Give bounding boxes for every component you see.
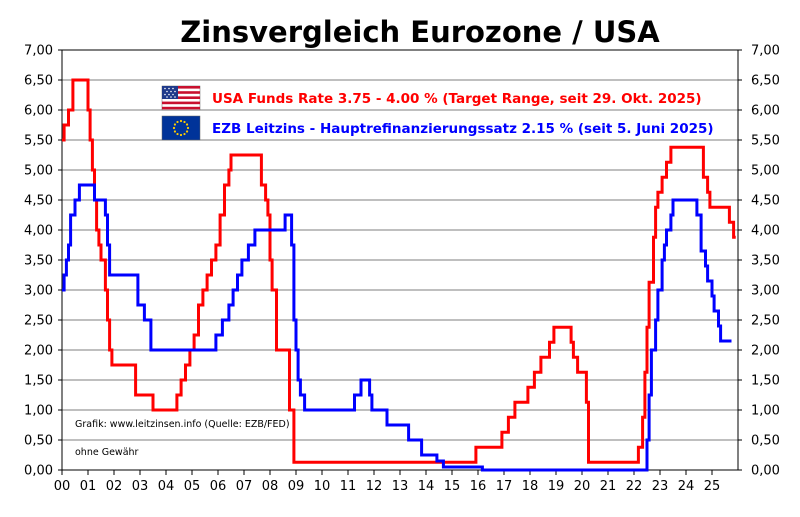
- y-tick-label-right: 3,50: [751, 254, 780, 269]
- x-tick-label: 21: [600, 479, 617, 494]
- y-tick-label-left: 3,00: [24, 284, 53, 299]
- y-tick-label-right: 0,00: [751, 464, 780, 479]
- x-tick-label: 24: [678, 479, 695, 494]
- y-tick-label-right: 6,50: [751, 74, 780, 89]
- x-tick-label: 02: [106, 479, 123, 494]
- eu-star: [183, 132, 186, 136]
- y-tick-label-left: 5,50: [24, 134, 53, 149]
- x-tick-label: 17: [496, 479, 513, 494]
- eu-star: [183, 120, 186, 124]
- x-tick-label: 23: [652, 479, 669, 494]
- y-tick-label-right: 1,00: [751, 404, 780, 419]
- x-tick-label: 20: [574, 479, 591, 494]
- chart-title: Zinsvergleich Eurozone / USA: [180, 15, 660, 49]
- y-tick-label-right: 0,50: [751, 434, 780, 449]
- eu-flag-icon: [161, 115, 201, 141]
- x-tick-label: 06: [210, 479, 227, 494]
- legend-label-usa: USA Funds Rate 3.75 - 4.00 % (Target Ran…: [212, 91, 702, 107]
- y-tick-label-right: 2,00: [751, 344, 780, 359]
- x-tick-label: 18: [522, 479, 539, 494]
- y-tick-label-right: 5,50: [751, 134, 780, 149]
- x-tick-label: 05: [184, 479, 201, 494]
- x-tick-label: 11: [340, 479, 357, 494]
- disclaimer-note: ohne Gewähr: [75, 447, 139, 458]
- x-tick-label: 22: [626, 479, 643, 494]
- x-tick-label: 03: [132, 479, 149, 494]
- legend: USA Funds Rate 3.75 - 4.00 % (Target Ran…: [161, 85, 714, 141]
- x-tick-label: 13: [392, 479, 409, 494]
- y-tick-label-left: 3,50: [24, 254, 53, 269]
- y-tick-label-left: 2,00: [24, 344, 53, 359]
- x-tick-label: 10: [314, 479, 331, 494]
- y-axis-right: 0,00 0,50 1,00 1,50 2,00 2,50 3,00 3,50 4,00 4,50…: [738, 44, 780, 479]
- eu-star: [172, 126, 176, 130]
- y-tick-label-right: 4,50: [751, 194, 780, 209]
- x-tick-label: 14: [418, 479, 435, 494]
- y-tick-label-right: 3,00: [751, 284, 780, 299]
- x-tick-label: 25: [704, 479, 721, 494]
- eu-star: [173, 123, 177, 126]
- x-tick-label: 04: [158, 479, 175, 494]
- y-tick-label-left: 1,50: [24, 374, 53, 389]
- y-tick-label-left: 6,50: [24, 74, 53, 89]
- x-tick-label: 01: [80, 479, 97, 494]
- y-tick-label-left: 5,00: [24, 164, 53, 179]
- x-tick-label: 15: [444, 479, 461, 494]
- y-axis-left: 0,00 0,50 1,00 1,50 2,00 2,50 3,00 3,50 4,00 4,50…: [24, 44, 62, 479]
- source-note: Grafik: www.leitzinsen.info (Quelle: EZB…: [75, 419, 290, 430]
- eu-star: [185, 123, 189, 126]
- y-tick-label-right: 5,00: [751, 164, 780, 179]
- x-tick-label: 12: [366, 479, 383, 494]
- legend-label-ezb: EZB Leitzins - Hauptrefinanzierungssatz …: [212, 121, 714, 137]
- x-tick-label: 09: [288, 479, 305, 494]
- y-tick-label-left: 4,50: [24, 194, 53, 209]
- y-tick-label-right: 1,50: [751, 374, 780, 389]
- y-tick-label-right: 7,00: [751, 44, 780, 59]
- eu-star: [179, 133, 183, 137]
- eu-star: [179, 119, 183, 123]
- series-line-usa-funds-rate: [62, 78, 736, 464]
- y-tick-label-left: 6,00: [24, 104, 53, 119]
- y-tick-label-left: 1,00: [24, 404, 53, 419]
- eu-star: [186, 126, 190, 130]
- y-tick-label-left: 0,00: [24, 464, 53, 479]
- eu-star: [173, 130, 177, 133]
- x-tick-label: 16: [470, 479, 487, 494]
- y-tick-label-left: 0,50: [24, 434, 53, 449]
- y-tick-label-left: 2,50: [24, 314, 53, 329]
- y-tick-label-right: 4,00: [751, 224, 780, 239]
- eu-star: [185, 130, 189, 133]
- y-tick-label-left: 7,00: [24, 44, 53, 59]
- x-tick-label: 00: [54, 479, 71, 494]
- eu-star: [176, 132, 179, 136]
- legend-item-usa: USA Funds Rate 3.75 - 4.00 % (Target Ran…: [161, 85, 702, 111]
- x-tick-label: 19: [548, 479, 565, 494]
- x-tick-label: 07: [236, 479, 253, 494]
- x-tick-label: 08: [262, 479, 279, 494]
- series-line-ezb-leitzins: [62, 183, 732, 472]
- usa-flag-icon: [161, 85, 201, 111]
- eu-star: [176, 120, 179, 124]
- legend-item-ezb: EZB Leitzins - Hauptrefinanzierungssatz …: [161, 115, 714, 141]
- y-tick-label-left: 4,00: [24, 224, 53, 239]
- x-axis: 00 01 02 03 04 05 06 07 08 09 10 11 12 13 14 15 16 17 18 19…: [54, 470, 721, 494]
- series-lines: [62, 78, 736, 472]
- y-tick-label-right: 2,50: [751, 314, 780, 329]
- y-tick-label-right: 6,00: [751, 104, 780, 119]
